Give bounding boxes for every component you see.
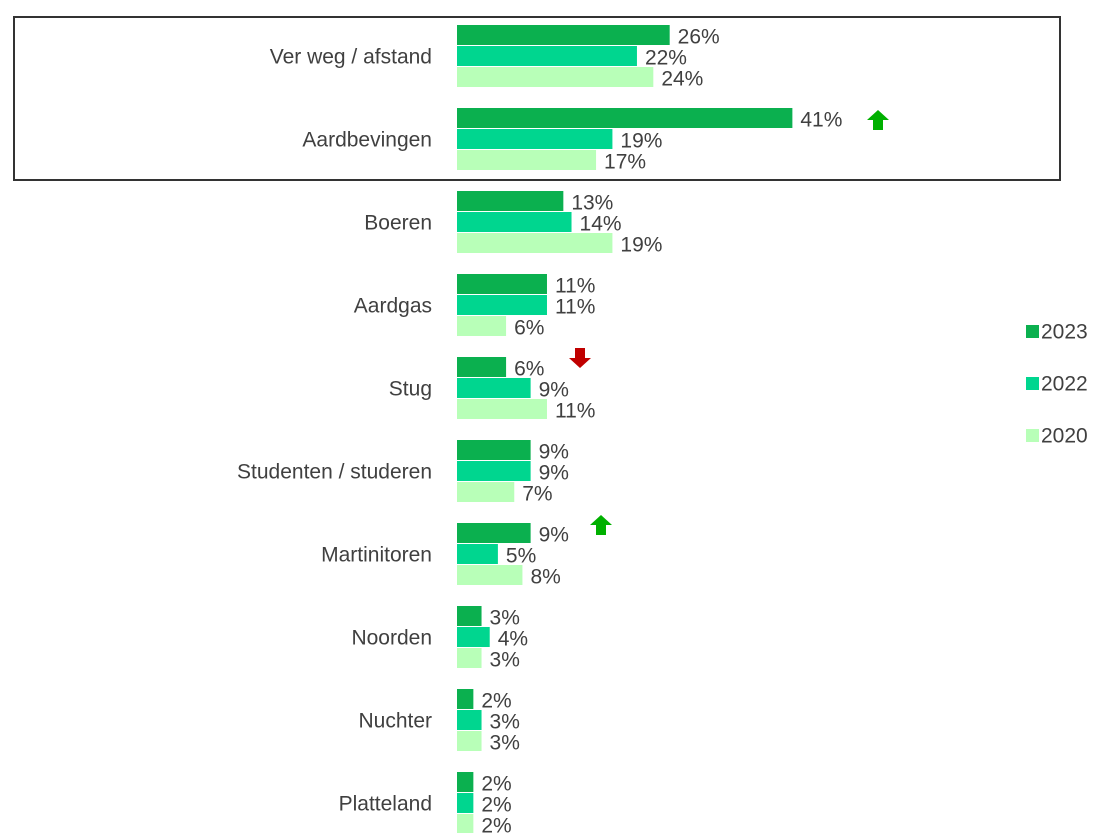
bar bbox=[457, 46, 637, 66]
bar bbox=[457, 544, 498, 564]
data-label: 3% bbox=[490, 711, 520, 734]
bar bbox=[457, 67, 654, 87]
data-label: 8% bbox=[530, 566, 560, 589]
bar bbox=[457, 523, 531, 543]
data-label: 9% bbox=[539, 379, 569, 402]
bar bbox=[457, 233, 613, 253]
up-arrow bbox=[590, 515, 612, 535]
bar bbox=[457, 689, 474, 709]
data-label: 11% bbox=[555, 400, 595, 423]
data-label: 26% bbox=[678, 26, 720, 49]
bar bbox=[457, 316, 507, 336]
legend-label: 2020 bbox=[1041, 425, 1088, 448]
bar bbox=[457, 212, 572, 232]
bar bbox=[457, 731, 482, 751]
bar bbox=[457, 440, 531, 460]
down-arrow bbox=[569, 348, 591, 368]
data-label: 6% bbox=[514, 317, 544, 340]
data-label: 6% bbox=[514, 358, 544, 381]
data-label: 3% bbox=[490, 607, 520, 630]
data-label: 19% bbox=[620, 234, 662, 257]
data-label: 9% bbox=[539, 524, 569, 547]
category-label: Ver weg / afstand bbox=[270, 46, 432, 69]
data-label: 17% bbox=[604, 151, 646, 174]
data-label: 11% bbox=[555, 275, 595, 298]
bar bbox=[457, 378, 531, 398]
data-label: 9% bbox=[539, 441, 569, 464]
bar bbox=[457, 25, 670, 45]
bar bbox=[457, 274, 547, 294]
category-label: Boeren bbox=[364, 212, 432, 235]
category-label: Aardbevingen bbox=[302, 129, 432, 152]
category-label: Stug bbox=[389, 378, 432, 401]
category-label: Noorden bbox=[351, 627, 432, 650]
data-label: 11% bbox=[555, 296, 595, 319]
bar bbox=[457, 191, 564, 211]
bar bbox=[457, 565, 523, 585]
data-label: 7% bbox=[522, 483, 552, 506]
legend-swatch bbox=[1026, 429, 1039, 442]
bar bbox=[457, 606, 482, 626]
data-label: 5% bbox=[506, 545, 536, 568]
bar bbox=[457, 772, 474, 792]
data-label: 4% bbox=[498, 628, 528, 651]
legend-swatch bbox=[1026, 377, 1039, 390]
bar bbox=[457, 357, 507, 377]
bar bbox=[457, 627, 490, 647]
data-label: 2% bbox=[481, 815, 511, 833]
category-label: Studenten / studeren bbox=[237, 461, 432, 484]
data-label: 22% bbox=[645, 47, 687, 70]
data-label: 14% bbox=[580, 213, 622, 236]
category-label: Platteland bbox=[339, 793, 432, 816]
data-label: 41% bbox=[800, 109, 842, 132]
bar bbox=[457, 648, 482, 668]
data-label: 2% bbox=[481, 773, 511, 796]
data-label: 19% bbox=[620, 130, 662, 153]
data-label: 2% bbox=[481, 794, 511, 817]
data-label: 2% bbox=[481, 690, 511, 713]
legend-label: 2023 bbox=[1041, 321, 1088, 344]
legend-swatch bbox=[1026, 325, 1039, 338]
data-label: 9% bbox=[539, 462, 569, 485]
legend-label: 2022 bbox=[1041, 373, 1088, 396]
bar bbox=[457, 461, 531, 481]
bar bbox=[457, 129, 613, 149]
data-label: 3% bbox=[490, 732, 520, 755]
bar bbox=[457, 793, 474, 813]
bar bbox=[457, 150, 597, 170]
data-label: 3% bbox=[490, 649, 520, 672]
bar bbox=[457, 399, 547, 419]
bar bbox=[457, 108, 793, 128]
data-label: 13% bbox=[571, 192, 613, 215]
data-label: 24% bbox=[661, 68, 703, 91]
bar bbox=[457, 295, 547, 315]
category-label: Aardgas bbox=[354, 295, 432, 318]
category-label: Martinitoren bbox=[321, 544, 432, 567]
bar bbox=[457, 814, 474, 833]
up-arrow bbox=[867, 110, 889, 130]
bar bbox=[457, 710, 482, 730]
category-label: Nuchter bbox=[358, 710, 432, 733]
bar bbox=[457, 482, 515, 502]
highlight-box bbox=[13, 16, 1061, 181]
